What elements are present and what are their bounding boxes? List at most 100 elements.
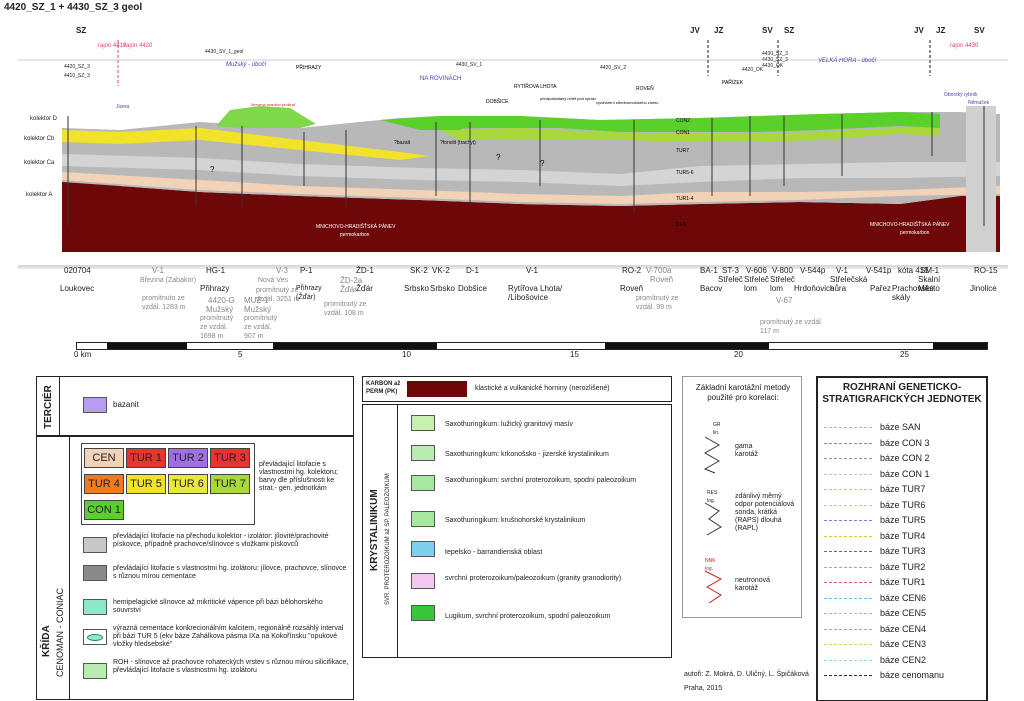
well-id: RO-15: [974, 266, 998, 275]
boundary-item: báze TUR5: [824, 513, 982, 529]
basin-sub-label: permokarbon: [900, 230, 930, 236]
locality-label: VELKÁ HORA - úbočí: [818, 57, 877, 64]
k3-swatch: [411, 475, 435, 491]
boundary-line-swatch: [824, 489, 872, 490]
well-id: BA-1: [700, 266, 718, 275]
unit-label-con1: CON1: [676, 130, 690, 136]
cenomanian-band: [62, 172, 1000, 204]
boundary-line-swatch: [824, 551, 872, 552]
boundary-label: báze TUR1: [880, 577, 926, 587]
karbon-swatch: [407, 381, 467, 397]
boundary-line-swatch: [824, 597, 872, 599]
scale-label: 15: [570, 350, 579, 359]
well-note: promítnutý ze vzdál. 99 m: [636, 295, 679, 311]
legend-boundaries-box: ROZHRANÍ GENETICKO-STRATIGRAFICKÝCH JEDN…: [816, 376, 988, 701]
sheet-label: 4420_OK: [742, 67, 764, 73]
sheet-label: 4430_SV_1: [456, 62, 483, 68]
boundary-line-swatch: [824, 644, 872, 645]
krystal-label: KRYSTALINIKUM: [369, 489, 380, 571]
sheet-label: 4430_SZ_3: [762, 51, 788, 57]
boundary-line-swatch: [824, 675, 872, 676]
scale-bar: [76, 342, 988, 350]
well-id: V-1: [526, 266, 539, 275]
well-name: Střelečská hůra: [830, 275, 868, 293]
k7-text: Lugikum, svrchní proterozoikum, spodní p…: [445, 613, 611, 620]
well-id: kóta 415: [898, 266, 929, 275]
scale-label: 0 km: [74, 350, 92, 359]
wells-row: 020704 Loukovec V-1 Březina (Zabakor) pr…: [0, 266, 1024, 340]
svr-label: SVR. PROTEROZOIKUM až SP. PALEOZOIKUM: [385, 473, 391, 605]
well-id: V-1: [836, 266, 849, 275]
direction-label: SV: [974, 26, 985, 35]
unit-label-tur56: TUR5-6: [676, 170, 694, 176]
boundaries-head: ROZHRANÍ GENETICKO-STRATIGRAFICKÝCH JEDN…: [822, 382, 982, 405]
sheet-label: 4420_SZ_3: [64, 64, 90, 70]
well-name: Přihrazy: [200, 284, 230, 293]
boundary-item: báze TUR4: [824, 529, 982, 545]
boundary-label: báze SAN: [880, 422, 921, 432]
well-name: Loukovec: [60, 284, 95, 293]
unit-label-tur7: TUR7: [676, 148, 689, 154]
i3-swatch: [83, 599, 107, 615]
tur-desc: převládající litofacie s vlastnostmi hg.…: [259, 461, 338, 492]
tur3-cell: TUR 3: [210, 448, 250, 468]
well-name: Střeleč lom: [770, 275, 795, 293]
well-name: Skalní Město: [918, 275, 941, 293]
basin-label: MNICHOVO-HRADIŠŤSKÁ PÁNEV: [316, 222, 396, 230]
locality-label: Jizera: [116, 104, 130, 110]
tur7-band: [440, 128, 940, 142]
cross-section-panel: kolektor D kolektor Cb kolektor Ca kolek…: [18, 40, 1008, 269]
k1-text: Saxothuringikum: lužický granitový masív: [445, 421, 573, 428]
boundary-line-swatch: [824, 427, 872, 428]
karbon-layer: [62, 176, 1000, 252]
sheet-label: 4430_OK: [762, 63, 784, 69]
boundary-label: báze CON 2: [880, 453, 930, 463]
boundary-item: báze SAN: [824, 420, 982, 436]
hill-green-west: [216, 106, 316, 128]
well-name: Pařez: [870, 284, 891, 293]
boundary-label: báze CON 3: [880, 437, 930, 448]
boundary-label: báze CEN6: [880, 592, 927, 603]
unit-label-cen: CEN: [676, 222, 687, 228]
rajon-label: rajon 4420: [124, 43, 153, 49]
boundary-label: báze TUR3: [880, 546, 926, 556]
well-id: V-67: [776, 296, 793, 305]
basin-sub-label: permokarbon: [340, 232, 370, 238]
direction-label: JV: [690, 26, 700, 35]
k5-swatch: [411, 541, 435, 557]
scale-label: 10: [402, 350, 411, 359]
boundary-line-swatch: [824, 504, 872, 506]
boundary-label: báze CEN3: [880, 639, 927, 649]
well-id: VK-2: [432, 266, 450, 275]
cenoman-coniac-label: CENOMAN - CONIAC: [55, 587, 65, 677]
kolektor-A-label: kolektor A: [26, 192, 52, 198]
locality-label: NA ROVINÁCH: [420, 75, 461, 82]
direction-label: JZ: [714, 26, 724, 35]
boundary-line-swatch: [824, 613, 872, 614]
k5-text: tepelsko - barrandienská oblast: [445, 549, 543, 556]
i2-text: převládající litofacie s vlastnostmi hg.…: [113, 565, 347, 580]
boundary-label: báze CEN5: [880, 608, 927, 618]
log-head: Základní karotážní metody použité pro ko…: [695, 383, 791, 402]
boundary-line-swatch: [824, 582, 872, 583]
well-id: ST-3: [722, 266, 739, 275]
boundary-item: báze TUR1: [824, 575, 982, 591]
scale-label: 5: [238, 350, 243, 359]
authors: autoři: Z. Mokrá, D. Uličný, L. Špičákov…: [684, 671, 809, 678]
scale-label: 20: [734, 350, 743, 359]
well-name: Mužský: [244, 305, 272, 314]
i3-text: hemipelagické slínovce až mikritické váp…: [113, 599, 323, 614]
boundary-item: báze CEN4: [824, 622, 982, 638]
boundary-line-swatch: [824, 535, 872, 537]
locality-label: PAŘÍZEK: [722, 78, 744, 86]
karbon-text: klastické a vulkanické horniny (nerozliš…: [475, 385, 610, 392]
k2-swatch: [411, 445, 435, 461]
place-year: Praha, 2015: [684, 685, 723, 692]
sheet-label: 4420_SV_2: [600, 65, 627, 71]
figure-title: 4420_SZ_1 + 4430_SZ_3 geol: [4, 2, 143, 13]
unit-label-tur14: TUR1-4: [676, 196, 694, 202]
well-id: D-1: [466, 266, 479, 275]
i4-text: výrazná cementace konkrecionálním kalcit…: [113, 625, 344, 648]
boundary-label: báze TUR4: [880, 530, 926, 541]
rajon-label: rajon 4410: [98, 43, 127, 49]
